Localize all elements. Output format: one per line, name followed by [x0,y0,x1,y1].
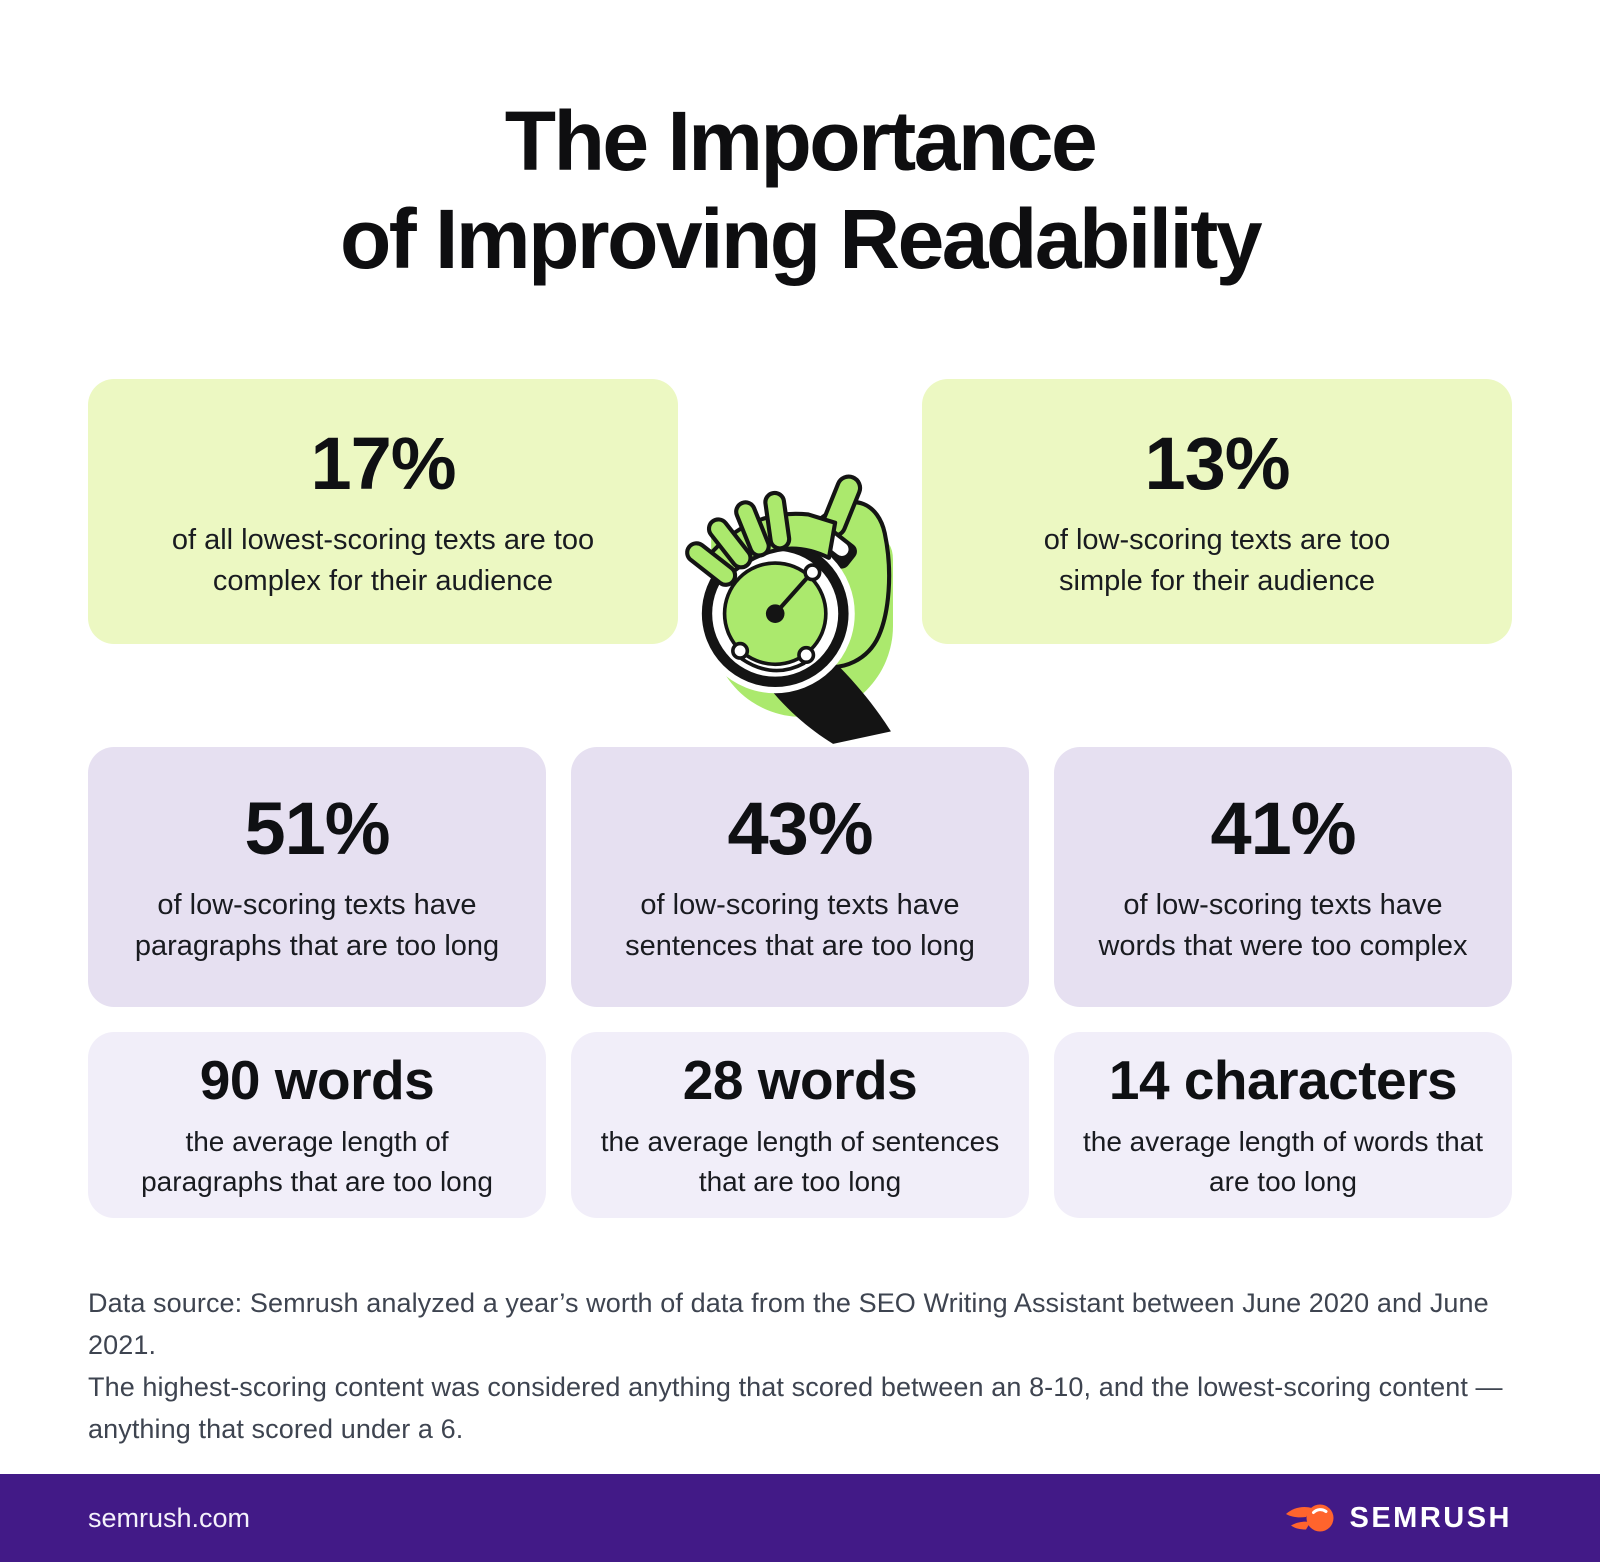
stat-card-too-complex: 17% of all lowest-scoring texts are too … [88,378,678,644]
stat-value: 43% [727,787,873,871]
stat-description: of all lowest-scoring texts are too comp… [171,523,595,597]
semrush-flame-icon [1286,1504,1334,1532]
stat-card-complex-words: 41% of low-scoring texts have words that… [1054,746,1512,1007]
stat-card-long-sentences: 43% of low-scoring texts have sentences … [571,746,1029,1007]
site-url: semrush.com [88,1502,251,1533]
stat-value: 28 words [682,1049,918,1112]
content-area: 17% of all lowest-scoring texts are too … [0,378,1600,1450]
stat-description: of low-scoring texts have words that wer… [1098,889,1468,963]
top-stats-row: 17% of all lowest-scoring texts are too … [88,378,1512,744]
semrush-wordmark: SEMRUSH [1349,1501,1512,1534]
illustration-column [678,379,922,744]
mid-stats-row: 51% of low-scoring texts have paragraphs… [88,746,1512,1007]
stat-value: 14 characters [1108,1049,1458,1112]
page-title-line2: of Improving Readability [339,192,1263,287]
footnote-line: Data source: Semrush analyzed a year’s w… [88,1287,1489,1360]
stat-description: the average length of words that are too… [1082,1126,1484,1197]
stat-value: 90 words [199,1049,435,1112]
footer-bar: semrush.com SEMRUSH [0,1474,1600,1562]
stat-value: 13% [1144,421,1290,505]
stat-description: the average length of sentences that are… [600,1126,1000,1197]
stat-value: 41% [1210,787,1356,871]
stat-description: the average length of paragraphs that ar… [141,1126,493,1197]
data-source-footnote: Data source: Semrush analyzed a year’s w… [88,1282,1512,1450]
stat-value: 51% [244,787,390,871]
semrush-logo: SEMRUSH [1285,1501,1512,1535]
stopwatch-hand-icon [685,474,893,744]
stat-card-long-paragraphs: 51% of low-scoring texts have paragraphs… [88,746,546,1007]
stat-description: of low-scoring texts are too simple for … [1043,523,1391,597]
footnote-line: The highest-scoring content was consider… [88,1371,1503,1402]
avg-card-word-length: 14 characters the average length of word… [1054,1031,1512,1218]
avg-card-sentence-length: 28 words the average length of sentences… [571,1031,1029,1218]
page-title: The Importance of Improving Readability [0,0,1600,289]
stat-description: of low-scoring texts have sentences that… [625,889,975,963]
avg-card-paragraph-length: 90 words the average length of paragraph… [88,1031,546,1218]
stat-description: of low-scoring texts have paragraphs tha… [134,889,500,963]
page-title-line1: The Importance [504,94,1098,188]
footnote-line: anything that scored under a 6. [88,1413,464,1444]
average-stats-row: 90 words the average length of paragraph… [88,1031,1512,1218]
stat-value: 17% [310,421,456,505]
stat-card-too-simple: 13% of low-scoring texts are too simple … [922,378,1512,644]
